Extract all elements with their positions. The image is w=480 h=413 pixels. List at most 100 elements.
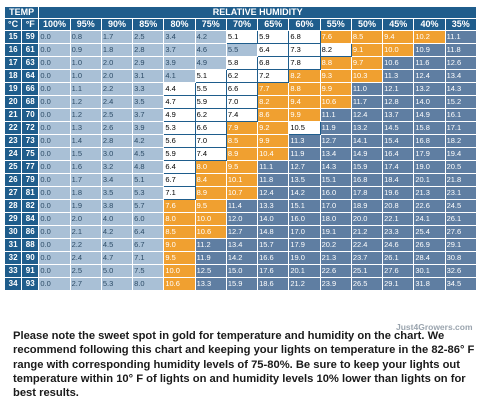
vpd-cell: 8.5	[163, 225, 196, 239]
celsius-header: °C	[3, 18, 23, 31]
vpd-cell: 10.3	[350, 69, 384, 83]
celsius-cell: 18	[3, 69, 23, 83]
humidity-level-header: 85%	[132, 18, 165, 31]
vpd-cell: 10.4	[257, 147, 290, 161]
fahrenheit-cell: 81	[21, 186, 40, 200]
vpd-cell: 13.4	[319, 147, 352, 161]
vpd-cell: 5.3	[132, 186, 165, 200]
fahrenheit-cell: 64	[21, 69, 40, 83]
vpd-cell: 30.1	[413, 264, 446, 278]
vpd-cell: 5.3	[100, 277, 134, 291]
vpd-cell: 24.1	[413, 212, 446, 226]
vpd-cell: 17.8	[350, 186, 384, 200]
vpd-cell: 5.9	[257, 30, 290, 44]
vpd-cell: 16.4	[382, 147, 415, 161]
vpd-cell: 11.9	[319, 121, 352, 135]
celsius-cell: 27	[3, 186, 23, 200]
vpd-cell: 10.6	[319, 95, 352, 109]
vpd-cell: 0.0	[38, 199, 71, 213]
vpd-cell: 4.0	[100, 212, 134, 226]
vpd-cell: 5.8	[225, 56, 259, 70]
vpd-cell: 8.2	[257, 95, 290, 109]
vpd-cell: 4.2	[194, 30, 227, 44]
vpd-cell: 14.2	[225, 251, 259, 265]
vpd-cell: 3.8	[100, 199, 134, 213]
celsius-cell: 17	[3, 56, 23, 70]
vpd-cell: 7.8	[288, 56, 321, 70]
fahrenheit-cell: 75	[21, 147, 40, 161]
celsius-cell: 21	[3, 108, 23, 122]
humidity-level-header: 95%	[69, 18, 102, 31]
vpd-cell: 7.0	[194, 134, 227, 148]
vpd-cell: 2.7	[69, 277, 102, 291]
vpd-cell: 1.2	[69, 95, 102, 109]
vpd-cell: 8.5	[350, 30, 384, 44]
header-row-1: TEMP RELATIVE HUMIDITY	[3, 6, 477, 19]
celsius-cell: 15	[3, 30, 23, 44]
vpd-cell: 1.8	[69, 186, 102, 200]
vpd-cell: 24.5	[444, 199, 478, 213]
humidity-level-header: 55%	[319, 18, 352, 31]
vpd-cell: 1.0	[69, 69, 102, 83]
vpd-cell: 12.8	[382, 95, 415, 109]
celsius-cell: 28	[3, 199, 23, 213]
vpd-cell: 5.9	[163, 147, 196, 161]
fahrenheit-cell: 59	[21, 30, 40, 44]
vpd-cell: 7.0	[225, 95, 259, 109]
vpd-cell: 8.2	[288, 69, 321, 83]
vpd-cell: 12.4	[413, 69, 446, 83]
table-row: 33 91 0.0 2.5 5.0 7.5 10.0 12.5 15.0 17.6 20.1 22.6…	[3, 264, 478, 278]
vpd-cell: 6.8	[257, 56, 290, 70]
vpd-cell: 8.0	[132, 277, 165, 291]
vpd-cell: 7.6	[163, 199, 196, 213]
vpd-cell: 4.7	[100, 251, 134, 265]
vpd-cell: 20.8	[382, 199, 415, 213]
vpd-cell: 23.3	[382, 225, 415, 239]
vpd-cell: 11.2	[194, 238, 227, 252]
vpd-cell: 5.0	[100, 264, 134, 278]
temp-header: TEMP	[3, 6, 40, 19]
vpd-cell: 0.0	[38, 212, 71, 226]
vpd-cell: 26.9	[413, 238, 446, 252]
vpd-cell: 0.0	[38, 160, 71, 174]
vpd-cell: 4.1	[163, 69, 196, 83]
vpd-cell: 5.1	[225, 30, 259, 44]
vpd-cell: 22.6	[413, 199, 446, 213]
table-row: 22 72 0.0 1.3 2.6 3.9 5.3 6.6 7.9 9.2 10.5 11.9 13.2…	[3, 121, 478, 135]
vpd-cell: 16.6	[257, 251, 290, 265]
vpd-cell: 15.9	[225, 277, 259, 291]
vpd-cell: 7.3	[288, 43, 321, 57]
vpd-cell: 20.1	[288, 264, 321, 278]
vpd-cell: 2.4	[69, 251, 102, 265]
vpd-cell: 3.5	[132, 95, 165, 109]
vpd-cell: 14.2	[288, 186, 321, 200]
vpd-cell: 16.8	[350, 173, 384, 187]
vpd-cell: 4.5	[100, 238, 134, 252]
vpd-cell: 16.0	[288, 212, 321, 226]
humidity-level-header: 80%	[163, 18, 196, 31]
celsius-cell: 23	[3, 134, 23, 148]
fahrenheit-cell: 66	[21, 82, 40, 96]
vpd-cell: 4.4	[163, 82, 196, 96]
vpd-cell: 34.5	[444, 277, 478, 291]
vpd-cell: 10.0	[194, 212, 227, 226]
vpd-cell: 0.0	[38, 251, 71, 265]
fahrenheit-cell: 90	[21, 251, 40, 265]
vpd-cell: 11.8	[257, 173, 290, 187]
vpd-cell: 16.1	[444, 108, 478, 122]
vpd-cell: 28.4	[413, 251, 446, 265]
celsius-cell: 22	[3, 121, 23, 135]
vpd-cell: 17.1	[444, 121, 478, 135]
vpd-cell: 24.6	[382, 238, 415, 252]
fahrenheit-cell: 70	[21, 108, 40, 122]
fahrenheit-cell: 77	[21, 160, 40, 174]
vpd-cell: 11.0	[350, 82, 384, 96]
vpd-cell: 9.0	[163, 238, 196, 252]
vpd-cell: 0.0	[38, 121, 71, 135]
vpd-cell: 18.9	[350, 199, 384, 213]
vpd-cell: 0.0	[38, 43, 71, 57]
fahrenheit-header: °F	[21, 18, 40, 31]
table-row: 27 81 0.0 1.8 3.5 5.3 7.1 8.9 10.7 12.4 14.2 16.0 17…	[3, 186, 478, 200]
vpd-cell: 17.9	[413, 147, 446, 161]
vpd-cell: 21.2	[288, 277, 321, 291]
